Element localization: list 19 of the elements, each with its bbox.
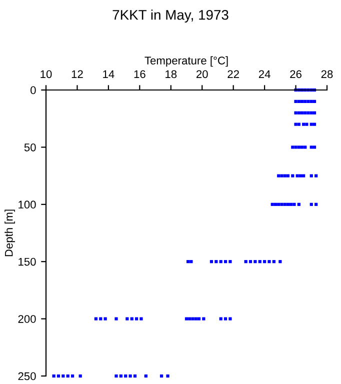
x-axis-title: Temperature [°C] — [144, 56, 228, 67]
y-axis-title: Depth [m] — [4, 210, 15, 256]
x-tick-label: 26 — [290, 70, 302, 78]
x-tick-label: 24 — [258, 70, 270, 78]
x-tick-label: 10 — [40, 70, 52, 78]
x-tick-label: 20 — [196, 70, 208, 78]
y-tick-label: 200 — [18, 315, 36, 323]
y-tick-label: 100 — [18, 200, 36, 209]
x-tick-label: 12 — [72, 70, 83, 78]
y-tick-label: 150 — [18, 258, 36, 266]
x-tick-label: 22 — [228, 70, 239, 78]
y-tick-label: 250 — [18, 372, 36, 380]
x-tick-label: 14 — [103, 70, 114, 78]
y-tick-label: 50 — [24, 143, 36, 152]
y-tick-label: 0 — [30, 86, 36, 94]
x-tick-label: 28 — [321, 70, 333, 78]
chart-title: 7KKT in May, 1973 — [112, 10, 228, 23]
x-tick-label: 18 — [166, 70, 177, 78]
x-tick-label: 16 — [134, 70, 146, 78]
